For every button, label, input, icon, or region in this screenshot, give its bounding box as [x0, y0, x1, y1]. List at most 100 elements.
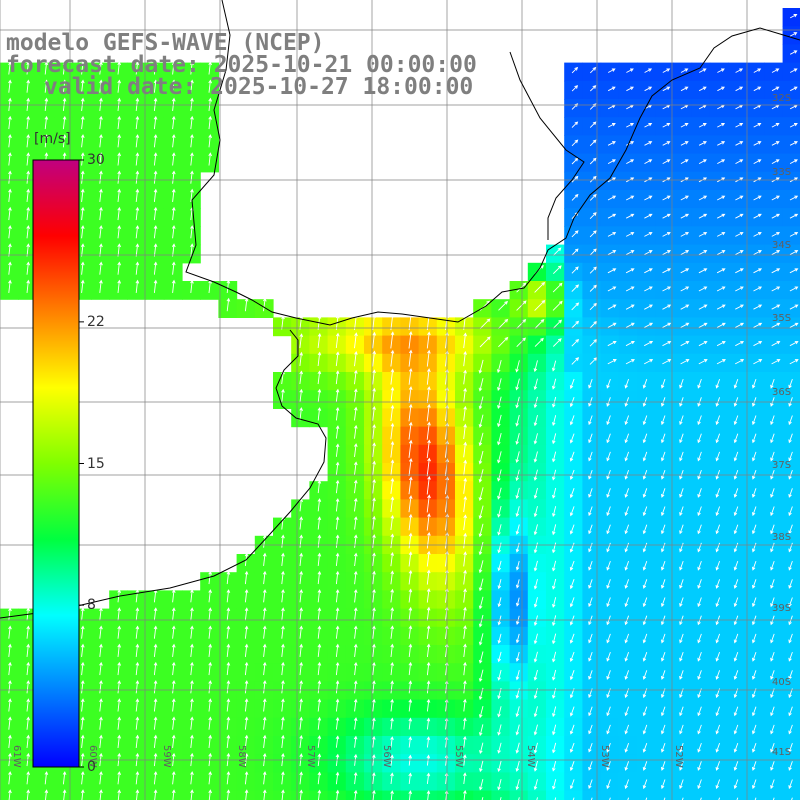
- wind-arrow: [80, 170, 85, 184]
- wind-arrow: [335, 406, 340, 421]
- wind-arrow: [533, 779, 538, 791]
- wind-arrow: [153, 279, 158, 293]
- wind-cell: [691, 790, 711, 800]
- wind-arrow: [606, 542, 611, 553]
- wind-arrow: [244, 625, 249, 639]
- wind-arrow: [497, 524, 502, 536]
- wind-arrow: [788, 742, 793, 753]
- wind-arrow: [751, 579, 757, 589]
- wind-arrow: [8, 716, 12, 730]
- wind-arrow: [26, 279, 31, 293]
- wind-arrow: [625, 304, 635, 310]
- wind-arrow: [208, 79, 213, 93]
- wind-arrow: [717, 159, 726, 164]
- wind-arrow: [770, 779, 775, 790]
- wind-arrow: [589, 357, 598, 365]
- wind-arrow: [589, 66, 597, 74]
- wind-arrow: [788, 597, 793, 608]
- wind-arrow: [153, 79, 158, 93]
- wind-arrow: [353, 497, 358, 512]
- wind-arrow: [588, 506, 593, 517]
- wind-arrow: [408, 698, 413, 712]
- wind-arrow: [662, 286, 672, 292]
- wind-arrow: [662, 340, 672, 347]
- wind-arrow: [625, 359, 635, 365]
- wind-arrow: [317, 332, 322, 348]
- wind-arrow: [625, 286, 635, 292]
- wind-arrow: [717, 68, 725, 73]
- wind-arrow: [770, 433, 775, 444]
- wind-arrow: [8, 625, 12, 639]
- wind-arrow: [718, 797, 721, 800]
- wind-arrow: [153, 607, 158, 621]
- wind-arrow: [771, 304, 781, 310]
- wind-arrow: [478, 596, 484, 610]
- lat-label: 32S: [772, 93, 791, 104]
- wind-arrow: [642, 742, 648, 753]
- lon-label: 55W: [453, 745, 464, 768]
- wind-arrow: [606, 724, 611, 735]
- wind-arrow: [262, 734, 267, 748]
- wind-arrow: [26, 115, 31, 130]
- wind-arrow: [408, 569, 413, 585]
- wind-arrow: [680, 213, 690, 219]
- wind-arrow: [99, 152, 103, 166]
- wind-arrow: [208, 680, 213, 694]
- wind-arrow: [626, 159, 635, 164]
- wind-arrow: [625, 340, 635, 347]
- wind-arrow: [642, 542, 648, 553]
- wind-arrow: [716, 359, 726, 365]
- wind-arrow: [335, 443, 340, 457]
- wind-arrow: [26, 789, 31, 800]
- wind-arrow: [244, 570, 249, 585]
- wind-arrow: [660, 579, 666, 589]
- wind-arrow: [317, 351, 322, 367]
- wind-arrow: [335, 789, 340, 800]
- wind-arrow: [679, 560, 684, 571]
- wind-arrow: [408, 331, 413, 349]
- wind-arrow: [644, 231, 653, 237]
- wind-arrow: [751, 488, 757, 498]
- wind-arrow: [117, 771, 122, 785]
- wind-arrow: [8, 261, 12, 275]
- wind-arrow: [117, 716, 122, 730]
- wind-arrow: [335, 607, 340, 621]
- wind-arrow: [771, 68, 780, 73]
- wind-arrow: [372, 588, 376, 603]
- wind-arrow: [515, 451, 520, 464]
- wind-arrow: [26, 206, 31, 221]
- wind-arrow: [552, 779, 557, 790]
- wind-arrow: [753, 340, 763, 347]
- wind-arrow: [80, 225, 85, 239]
- wind-arrow: [697, 560, 702, 571]
- wind-arrow: [571, 266, 579, 274]
- wind-arrow: [569, 469, 575, 480]
- wind-cell: [673, 790, 693, 800]
- wind-arrow: [390, 570, 395, 585]
- wind-arrow: [190, 625, 194, 639]
- wind-arrow: [518, 797, 520, 800]
- lon-label: 53W: [599, 745, 610, 768]
- wind-arrow: [788, 415, 793, 426]
- wind-arrow: [770, 524, 775, 535]
- wind-arrow: [426, 349, 431, 367]
- wind-arrow: [624, 670, 630, 680]
- wind-arrow: [463, 423, 467, 440]
- wind-arrow: [26, 771, 31, 785]
- wind-arrow: [644, 195, 653, 201]
- wind-arrow: [463, 717, 467, 730]
- wind-arrow: [208, 115, 213, 130]
- wind-arrow: [624, 524, 630, 535]
- wind-arrow: [171, 771, 176, 785]
- wind-arrow: [44, 79, 49, 93]
- wind-arrow: [335, 388, 340, 403]
- wind-arrow: [171, 607, 176, 621]
- wind-arrow: [662, 304, 672, 310]
- wind-arrow: [515, 633, 520, 644]
- wind-arrow: [426, 550, 431, 567]
- wind-cell: [491, 790, 511, 800]
- wind-arrow: [317, 680, 322, 694]
- wind-arrow: [153, 716, 158, 730]
- wind-arrow: [497, 778, 502, 791]
- wind-arrow: [679, 506, 684, 517]
